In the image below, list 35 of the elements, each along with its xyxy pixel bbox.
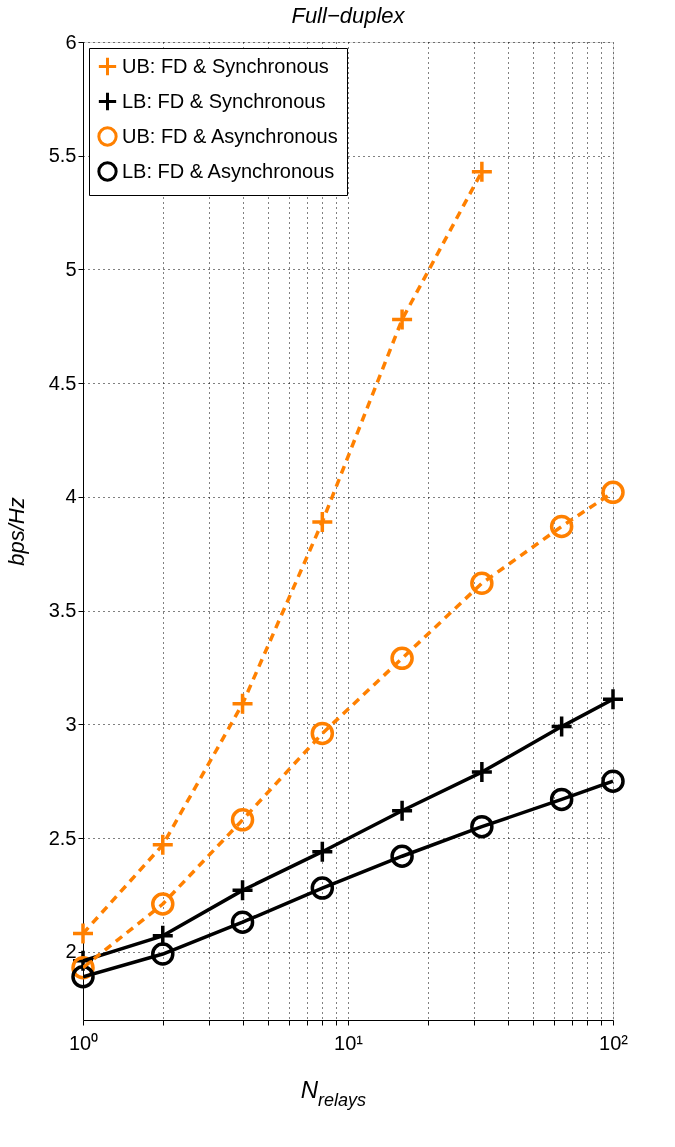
y-tick-label: 2	[65, 940, 77, 963]
point	[549, 787, 574, 812]
y-tick-label: 6	[65, 30, 77, 53]
point	[310, 721, 335, 746]
legend-label: LB: FD & Asynchronous	[122, 159, 335, 182]
legend-label: UB: FD & Synchronous	[122, 54, 329, 77]
point	[71, 921, 95, 946]
point	[390, 307, 414, 332]
point	[470, 814, 494, 839]
legend-label: LB: FD & Synchronous	[122, 89, 326, 112]
x-tick-label: 10⁰	[68, 1031, 99, 1054]
legend-label: UB: FD & Asynchronous	[122, 124, 338, 147]
y-tick-label: 5	[65, 257, 77, 280]
point	[230, 910, 255, 934]
y-tick-label: 4	[65, 485, 77, 508]
y-tick-label: 5.5	[48, 144, 77, 167]
y-tick-label: 3	[65, 712, 77, 735]
y-tick-label: 4.5	[48, 371, 77, 394]
x-tick-label: 10²	[599, 1031, 629, 1054]
point	[390, 844, 414, 868]
point	[549, 514, 574, 539]
point	[390, 646, 414, 671]
x-tick-label: 10¹	[334, 1031, 364, 1054]
point	[470, 571, 494, 596]
point	[230, 808, 255, 832]
y-tick-label: 2.5	[48, 826, 77, 849]
y-tick-label: 3.5	[48, 599, 77, 622]
y-axis-title: bps/Hz	[3, 497, 29, 566]
point	[310, 876, 335, 900]
chart-title: Full−duplex	[291, 3, 406, 28]
point	[230, 692, 255, 716]
point	[71, 965, 95, 989]
point	[151, 892, 175, 916]
point	[151, 942, 175, 966]
point	[549, 714, 574, 739]
